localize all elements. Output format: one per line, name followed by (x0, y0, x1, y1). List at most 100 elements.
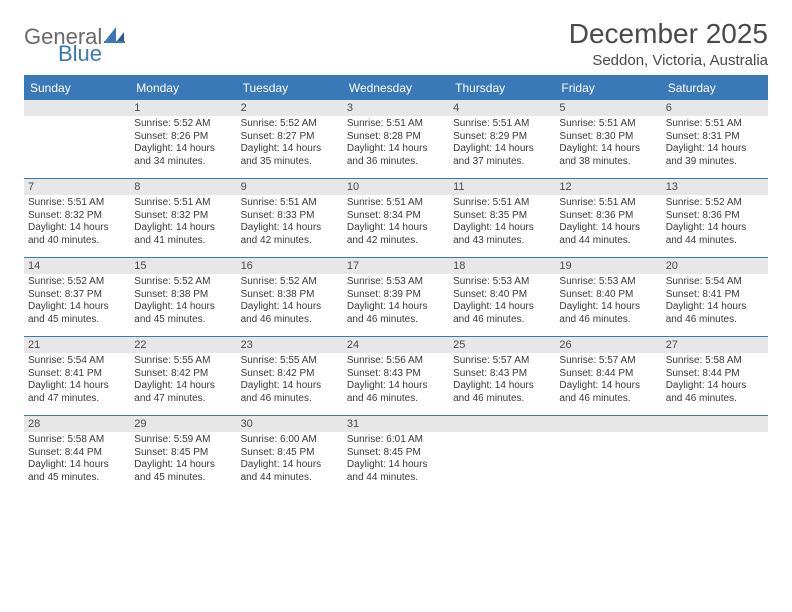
day-body: Sunrise: 5:51 AMSunset: 8:32 PMDaylight:… (24, 195, 130, 251)
day-daylight2: and 45 minutes. (134, 472, 232, 485)
day-cell: 15Sunrise: 5:52 AMSunset: 8:38 PMDayligh… (130, 258, 236, 336)
day-sunset: Sunset: 8:42 PM (241, 368, 339, 381)
day-body: Sunrise: 6:00 AMSunset: 8:45 PMDaylight:… (237, 432, 343, 488)
day-sunrise: Sunrise: 5:55 AM (134, 355, 232, 368)
day-daylight2: and 44 minutes. (559, 235, 657, 248)
day-body: Sunrise: 5:54 AMSunset: 8:41 PMDaylight:… (662, 274, 768, 330)
day-cell: 9Sunrise: 5:51 AMSunset: 8:33 PMDaylight… (237, 179, 343, 257)
day-sunrise: Sunrise: 5:58 AM (28, 434, 126, 447)
day-daylight2: and 40 minutes. (28, 235, 126, 248)
dow-tuesday: Tuesday (237, 77, 343, 100)
day-number: 27 (662, 337, 768, 353)
day-daylight1: Daylight: 14 hours (347, 459, 445, 472)
day-daylight2: and 43 minutes. (453, 235, 551, 248)
day-body: Sunrise: 5:56 AMSunset: 8:43 PMDaylight:… (343, 353, 449, 409)
day-sunset: Sunset: 8:45 PM (347, 447, 445, 460)
day-body: Sunrise: 5:58 AMSunset: 8:44 PMDaylight:… (24, 432, 130, 488)
day-body: Sunrise: 5:52 AMSunset: 8:27 PMDaylight:… (237, 116, 343, 172)
day-number: 16 (237, 258, 343, 274)
day-number: 9 (237, 179, 343, 195)
day-daylight2: and 35 minutes. (241, 156, 339, 169)
day-sunset: Sunset: 8:27 PM (241, 131, 339, 144)
day-sunset: Sunset: 8:37 PM (28, 289, 126, 302)
day-cell: 26Sunrise: 5:57 AMSunset: 8:44 PMDayligh… (555, 337, 661, 415)
day-sunrise: Sunrise: 5:52 AM (241, 276, 339, 289)
day-body (662, 432, 768, 438)
day-daylight1: Daylight: 14 hours (666, 222, 764, 235)
day-daylight2: and 46 minutes. (453, 314, 551, 327)
day-cell: 4Sunrise: 5:51 AMSunset: 8:29 PMDaylight… (449, 100, 555, 178)
day-cell: 17Sunrise: 5:53 AMSunset: 8:39 PMDayligh… (343, 258, 449, 336)
day-sunset: Sunset: 8:36 PM (666, 210, 764, 223)
day-daylight2: and 46 minutes. (453, 393, 551, 406)
day-daylight2: and 45 minutes. (134, 314, 232, 327)
day-sunset: Sunset: 8:45 PM (241, 447, 339, 460)
day-sunrise: Sunrise: 5:58 AM (666, 355, 764, 368)
day-daylight2: and 47 minutes. (28, 393, 126, 406)
day-body: Sunrise: 5:52 AMSunset: 8:38 PMDaylight:… (237, 274, 343, 330)
day-daylight2: and 46 minutes. (666, 393, 764, 406)
day-daylight1: Daylight: 14 hours (347, 143, 445, 156)
day-sunrise: Sunrise: 5:55 AM (241, 355, 339, 368)
dow-sunday: Sunday (24, 77, 130, 100)
day-body: Sunrise: 5:51 AMSunset: 8:34 PMDaylight:… (343, 195, 449, 251)
day-number: 2 (237, 100, 343, 116)
day-number: 29 (130, 416, 236, 432)
day-cell: 6Sunrise: 5:51 AMSunset: 8:31 PMDaylight… (662, 100, 768, 178)
day-daylight2: and 46 minutes. (347, 314, 445, 327)
day-daylight2: and 44 minutes. (347, 472, 445, 485)
day-sunrise: Sunrise: 5:51 AM (28, 197, 126, 210)
day-daylight2: and 39 minutes. (666, 156, 764, 169)
day-cell: 22Sunrise: 5:55 AMSunset: 8:42 PMDayligh… (130, 337, 236, 415)
day-number: 6 (662, 100, 768, 116)
day-sunrise: Sunrise: 5:51 AM (666, 118, 764, 131)
day-daylight1: Daylight: 14 hours (28, 459, 126, 472)
day-sunset: Sunset: 8:34 PM (347, 210, 445, 223)
day-sunrise: Sunrise: 5:51 AM (453, 197, 551, 210)
day-body: Sunrise: 5:51 AMSunset: 8:32 PMDaylight:… (130, 195, 236, 251)
day-number: 17 (343, 258, 449, 274)
day-cell: 3Sunrise: 5:51 AMSunset: 8:28 PMDaylight… (343, 100, 449, 178)
day-daylight1: Daylight: 14 hours (28, 301, 126, 314)
day-number: 10 (343, 179, 449, 195)
day-daylight1: Daylight: 14 hours (241, 143, 339, 156)
weeks-container: 1Sunrise: 5:52 AMSunset: 8:26 PMDaylight… (24, 100, 768, 494)
day-sunset: Sunset: 8:33 PM (241, 210, 339, 223)
day-daylight1: Daylight: 14 hours (453, 222, 551, 235)
day-daylight2: and 46 minutes. (666, 314, 764, 327)
day-sunset: Sunset: 8:31 PM (666, 131, 764, 144)
day-sunset: Sunset: 8:28 PM (347, 131, 445, 144)
day-daylight1: Daylight: 14 hours (241, 459, 339, 472)
day-sunset: Sunset: 8:35 PM (453, 210, 551, 223)
day-header-row: Sunday Monday Tuesday Wednesday Thursday… (24, 77, 768, 100)
day-daylight2: and 44 minutes. (241, 472, 339, 485)
week-row: 14Sunrise: 5:52 AMSunset: 8:37 PMDayligh… (24, 258, 768, 337)
day-body: Sunrise: 5:53 AMSunset: 8:40 PMDaylight:… (449, 274, 555, 330)
dow-monday: Monday (130, 77, 236, 100)
day-sunrise: Sunrise: 5:52 AM (666, 197, 764, 210)
day-number: 20 (662, 258, 768, 274)
day-body: Sunrise: 5:51 AMSunset: 8:28 PMDaylight:… (343, 116, 449, 172)
day-daylight1: Daylight: 14 hours (134, 143, 232, 156)
day-body: Sunrise: 5:51 AMSunset: 8:35 PMDaylight:… (449, 195, 555, 251)
day-body: Sunrise: 5:52 AMSunset: 8:36 PMDaylight:… (662, 195, 768, 251)
day-daylight2: and 45 minutes. (28, 314, 126, 327)
week-row: 28Sunrise: 5:58 AMSunset: 8:44 PMDayligh… (24, 416, 768, 494)
day-cell: 16Sunrise: 5:52 AMSunset: 8:38 PMDayligh… (237, 258, 343, 336)
day-body: Sunrise: 5:51 AMSunset: 8:30 PMDaylight:… (555, 116, 661, 172)
day-sunset: Sunset: 8:40 PM (559, 289, 657, 302)
day-daylight2: and 37 minutes. (453, 156, 551, 169)
day-daylight1: Daylight: 14 hours (453, 301, 551, 314)
day-sunrise: Sunrise: 5:51 AM (134, 197, 232, 210)
day-daylight2: and 38 minutes. (559, 156, 657, 169)
day-number: 28 (24, 416, 130, 432)
day-sunrise: Sunrise: 5:51 AM (559, 197, 657, 210)
day-number: 11 (449, 179, 555, 195)
day-sunrise: Sunrise: 5:51 AM (347, 197, 445, 210)
day-daylight1: Daylight: 14 hours (28, 380, 126, 393)
day-sunset: Sunset: 8:32 PM (28, 210, 126, 223)
day-number: 5 (555, 100, 661, 116)
day-cell: 23Sunrise: 5:55 AMSunset: 8:42 PMDayligh… (237, 337, 343, 415)
day-daylight2: and 46 minutes. (241, 314, 339, 327)
day-number: 1 (130, 100, 236, 116)
